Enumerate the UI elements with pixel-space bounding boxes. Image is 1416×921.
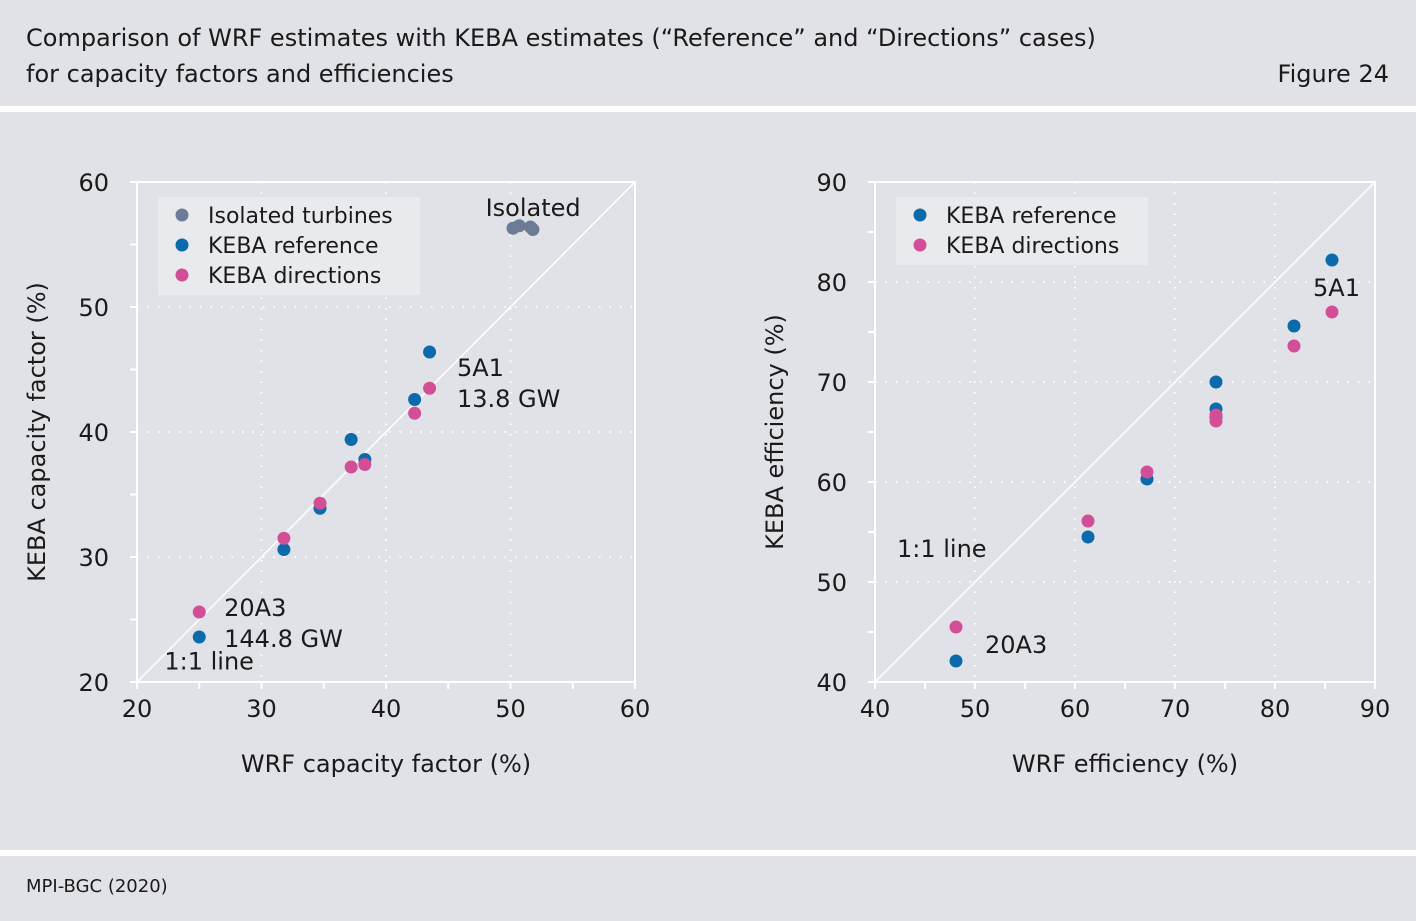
data-point bbox=[526, 223, 540, 236]
data-point bbox=[192, 630, 206, 644]
legend-marker bbox=[913, 238, 927, 252]
y-tick-label: 90 bbox=[816, 169, 847, 197]
annotation-label: 20A3 144.8 GW bbox=[224, 594, 343, 653]
data-point bbox=[512, 219, 526, 233]
x-tick-label: 90 bbox=[1360, 695, 1391, 723]
legend-box bbox=[896, 197, 1148, 265]
legend-marker bbox=[175, 268, 189, 282]
figure-title-line-1: Comparison of WRF estimates with KEBA es… bbox=[26, 24, 1096, 52]
data-point bbox=[1081, 530, 1095, 544]
figure-header: Comparison of WRF estimates with KEBA es… bbox=[0, 0, 1416, 106]
identity-line bbox=[136, 181, 636, 683]
legend: KEBA reference KEBA directions bbox=[896, 197, 1148, 265]
data-point bbox=[423, 381, 437, 395]
data-point bbox=[1081, 514, 1095, 528]
x-tick-label: 20 bbox=[122, 695, 153, 723]
figure-title-line-2: for capacity factors and efficiencies bbox=[26, 60, 454, 88]
data-point bbox=[1209, 408, 1223, 422]
x-tick-label: 40 bbox=[371, 695, 402, 723]
data-point bbox=[192, 605, 206, 619]
x-tick-label: 60 bbox=[620, 695, 651, 723]
y-tick-label: 40 bbox=[816, 669, 847, 697]
y-tick-label: 50 bbox=[816, 569, 847, 597]
data-point bbox=[1325, 253, 1339, 267]
source-credit: MPI-BGC (2020) bbox=[26, 876, 168, 897]
data-point bbox=[277, 531, 291, 545]
data-point bbox=[949, 620, 963, 634]
data-point bbox=[949, 654, 963, 668]
y-axis-label: KEBA efficiency (%) bbox=[761, 314, 789, 550]
identity-line bbox=[874, 181, 1376, 683]
x-axis-label: WRF efficiency (%) bbox=[1012, 750, 1238, 778]
y-tick-label: 60 bbox=[78, 169, 109, 197]
chart-2: 40 50 60 70 80 90 40 50 60 70 80 90 WRF efficiency (… bbox=[761, 169, 1390, 778]
legend-label: KEBA directions bbox=[208, 264, 381, 289]
legend-label: Isolated turbines bbox=[208, 204, 393, 229]
y-tick-label: 70 bbox=[816, 369, 847, 397]
series-directions bbox=[192, 381, 437, 619]
data-point bbox=[423, 345, 437, 359]
x-tick-label: 40 bbox=[860, 695, 891, 723]
x-tick-label: 60 bbox=[1060, 695, 1091, 723]
chart-1: 20 30 40 50 60 20 30 40 50 60 WRF capacity factor … bbox=[23, 169, 650, 778]
data-point bbox=[344, 433, 358, 446]
data-point bbox=[344, 460, 358, 474]
legend-label: KEBA reference bbox=[946, 204, 1117, 229]
x-tick-label: 70 bbox=[1160, 695, 1191, 723]
y-tick-label: 60 bbox=[816, 469, 847, 497]
header-divider bbox=[0, 106, 1416, 112]
data-point bbox=[313, 496, 327, 510]
legend-label: KEBA directions bbox=[946, 234, 1119, 259]
annotation-label: 5A1 bbox=[1313, 274, 1360, 302]
x-tick-label: 50 bbox=[495, 695, 526, 723]
annotation-label: 5A1 13.8 GW bbox=[457, 354, 560, 413]
series-reference bbox=[192, 345, 437, 644]
data-point bbox=[1209, 375, 1223, 389]
data-point bbox=[1325, 305, 1339, 319]
footer-divider bbox=[0, 850, 1416, 856]
legend-box bbox=[158, 197, 420, 295]
annotation-label: Isolated bbox=[486, 194, 581, 222]
legend-marker bbox=[175, 238, 189, 252]
data-point bbox=[358, 458, 372, 471]
data-point bbox=[408, 393, 422, 406]
legend-marker bbox=[175, 208, 189, 222]
annotation-label: 1:1 line bbox=[897, 535, 987, 563]
legend: Isolated turbines KEBA reference KEBA dire… bbox=[158, 197, 420, 295]
y-axis-label: KEBA capacity factor (%) bbox=[23, 282, 51, 582]
y-tick-label: 80 bbox=[816, 269, 847, 297]
x-tick-label: 30 bbox=[246, 695, 277, 723]
series-directions bbox=[949, 305, 1339, 634]
data-point bbox=[1287, 319, 1301, 333]
data-point bbox=[1140, 465, 1154, 479]
annotation-label: 1:1 line bbox=[164, 648, 254, 676]
legend-label: KEBA reference bbox=[208, 234, 379, 259]
annotation-label: 20A3 bbox=[985, 631, 1047, 659]
figure-number: Figure 24 bbox=[1277, 60, 1389, 88]
y-tick-label: 30 bbox=[78, 544, 109, 572]
data-point bbox=[1287, 339, 1301, 353]
y-tick-label: 40 bbox=[78, 419, 109, 447]
x-tick-label: 50 bbox=[960, 695, 991, 723]
charts-area: 20 30 40 50 60 20 30 40 50 60 WRF capacity factor … bbox=[23, 169, 1390, 778]
series-isolated bbox=[506, 219, 540, 236]
x-axis-label: WRF capacity factor (%) bbox=[241, 750, 531, 778]
legend-marker bbox=[913, 208, 927, 222]
data-point bbox=[277, 543, 291, 556]
x-tick-label: 80 bbox=[1260, 695, 1291, 723]
data-point bbox=[408, 406, 422, 420]
y-tick-label: 20 bbox=[78, 669, 109, 697]
y-tick-label: 50 bbox=[78, 294, 109, 322]
